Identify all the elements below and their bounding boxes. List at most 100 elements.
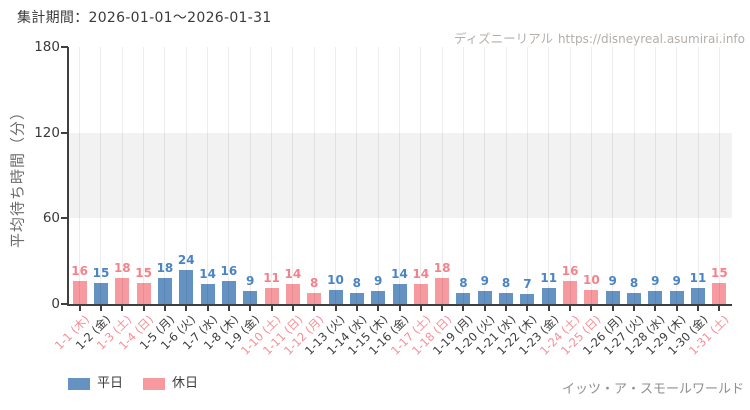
legend-weekday-label: 平日 [97, 376, 124, 391]
bar-value-1-4: 15 [135, 265, 152, 280]
gridline-1-4 [143, 47, 145, 304]
bar-1-9[interactable] [243, 291, 258, 304]
attraction-name: イッツ・ア・スモールワールド [561, 382, 744, 397]
bar-1-10[interactable] [264, 288, 279, 304]
x-axis-line [67, 304, 732, 306]
bar-value-1-13: 10 [327, 272, 344, 287]
x-tick-mark-1-11 [291, 306, 294, 311]
bar-1-6[interactable] [179, 269, 194, 304]
x-tick-mark-1-2 [99, 306, 102, 311]
bar-value-1-31: 15 [710, 265, 728, 280]
weekday-color-swatch [68, 378, 90, 390]
bar-value-1-10: 11 [263, 271, 280, 286]
bar-1-2[interactable] [93, 282, 108, 304]
x-tick-mark-1-4 [142, 306, 145, 311]
legend-item-weekday[interactable]: 平日 [68, 376, 123, 392]
bar-1-12[interactable] [307, 292, 322, 304]
bar-1-3[interactable] [115, 278, 130, 304]
shaded-band-60-120 [69, 132, 732, 219]
gridline-1-20 [484, 47, 486, 304]
bar-value-1-11: 14 [284, 267, 302, 281]
x-tick-mark-1-7 [206, 306, 209, 311]
watermark: ディズニーリアル https://disneyreal.asumirai.info [454, 28, 745, 47]
bar-1-18[interactable] [435, 278, 450, 304]
x-tick-mark-1-18 [441, 306, 444, 311]
x-tick-mark-1-26 [611, 306, 614, 311]
bar-value-1-16: 14 [391, 267, 408, 281]
bar-1-22[interactable] [520, 294, 535, 304]
gridline-1-3 [121, 47, 123, 304]
y-tick-mark-0 [61, 303, 68, 305]
bar-1-25[interactable] [584, 289, 599, 304]
x-tick-mark-1-22 [526, 306, 529, 311]
x-tick-mark-1-23 [547, 306, 550, 311]
bar-1-19[interactable] [456, 292, 471, 304]
x-tick-mark-1-16 [398, 306, 401, 311]
bar-value-1-1: 16 [71, 264, 89, 279]
bar-value-1-9: 9 [246, 274, 255, 289]
bar-1-27[interactable] [627, 292, 642, 304]
gridline-1-13 [335, 47, 337, 304]
bar-1-20[interactable] [477, 291, 492, 304]
gridline-1-5 [164, 47, 166, 304]
bar-1-1[interactable] [72, 281, 87, 304]
bar-value-1-20: 9 [480, 274, 489, 289]
y-tick-label-0: 0 [51, 296, 60, 312]
bar-1-24[interactable] [563, 281, 578, 304]
bar-1-29[interactable] [669, 291, 684, 304]
x-tick-mark-1-30 [697, 306, 700, 311]
period-title: 集計期間：2026-01-01～2026-01-31 [17, 10, 272, 26]
bar-value-1-15: 9 [373, 274, 383, 289]
x-tick-mark-1-1 [78, 306, 81, 311]
bar-value-1-30: 11 [689, 271, 707, 286]
bar-1-17[interactable] [413, 284, 428, 304]
bar-1-4[interactable] [136, 282, 151, 304]
bar-1-13[interactable] [328, 289, 343, 304]
gridline-1-10 [271, 47, 273, 304]
bar-1-14[interactable] [349, 292, 364, 304]
bar-1-5[interactable] [157, 278, 172, 304]
bar-1-31[interactable] [712, 282, 727, 304]
gridline-1-12 [313, 47, 315, 304]
bar-value-1-29: 9 [672, 274, 681, 289]
bar-1-21[interactable] [499, 292, 514, 304]
bar-value-1-14: 8 [352, 275, 362, 290]
x-tick-mark-1-21 [505, 306, 508, 311]
bar-1-28[interactable] [648, 291, 663, 304]
y-tick-label-60: 60 [42, 210, 60, 227]
x-tick-mark-1-12 [313, 306, 316, 311]
gridline-1-28 [654, 47, 656, 304]
bar-1-7[interactable] [200, 284, 215, 304]
gridline-1-27 [633, 47, 635, 304]
bar-1-16[interactable] [392, 284, 407, 304]
gridline-1-25 [590, 47, 592, 304]
bar-value-1-23: 11 [540, 271, 558, 286]
bar-value-1-2: 15 [92, 265, 110, 280]
legend-item-holiday[interactable]: 休日 [143, 376, 198, 392]
holiday-color-swatch [143, 378, 166, 390]
bar-1-11[interactable] [285, 284, 300, 304]
bar-value-1-24: 16 [561, 264, 579, 279]
gridline-1-22 [526, 47, 528, 304]
x-tick-mark-1-19 [462, 306, 465, 311]
bar-1-26[interactable] [605, 291, 620, 304]
bar-1-15[interactable] [371, 291, 386, 304]
bar-value-1-19: 8 [459, 275, 468, 290]
gridline-1-24 [569, 47, 571, 304]
bar-1-23[interactable] [541, 288, 556, 304]
y-tick-mark-180 [61, 46, 68, 48]
gridline-1-18 [441, 47, 443, 304]
bar-value-1-3: 18 [113, 261, 131, 276]
gridline-1-6 [185, 47, 187, 304]
gridline-1-16 [399, 47, 400, 304]
bar-1-8[interactable] [221, 281, 236, 304]
y-tick-label-120: 120 [34, 124, 60, 141]
bar-1-30[interactable] [691, 288, 706, 304]
bar-value-1-25: 10 [583, 272, 600, 287]
x-tick-mark-1-3 [121, 306, 124, 311]
x-tick-mark-1-27 [633, 306, 636, 311]
gridline-1-1 [79, 47, 81, 304]
bar-value-1-22: 7 [523, 277, 532, 291]
bar-value-1-12: 8 [310, 275, 319, 290]
